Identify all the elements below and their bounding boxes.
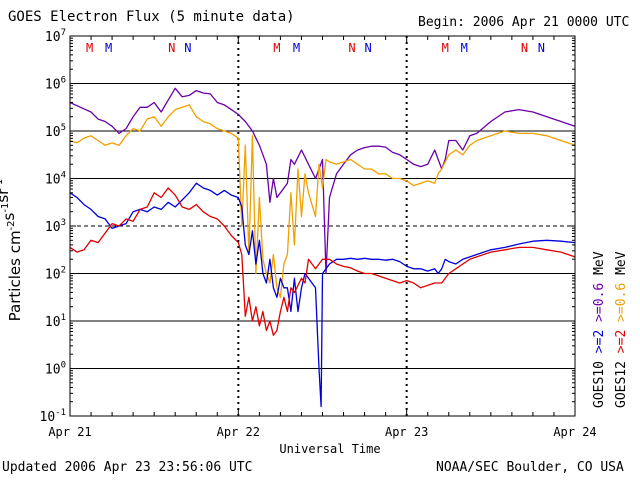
y-tick-label: 107 bbox=[45, 28, 66, 45]
y-tick-label: 102 bbox=[45, 266, 66, 283]
series-line bbox=[69, 87, 576, 275]
legend-column: GOES10 >=2 >=0.6 MeV bbox=[592, 251, 607, 408]
satellite-marker: N bbox=[521, 41, 528, 55]
satellite-marker: N bbox=[538, 41, 545, 55]
satellite-marker: M bbox=[105, 41, 112, 55]
legend-column: GOES12 >=2 >=0.6 MeV bbox=[614, 251, 629, 408]
satellite-marker: M bbox=[461, 41, 468, 55]
x-tick-label: Apr 21 bbox=[48, 425, 91, 439]
x-tick-label: Apr 23 bbox=[385, 425, 428, 439]
y-tick-label: 100 bbox=[45, 361, 66, 378]
grid-lines bbox=[70, 83, 575, 369]
legend: GOES10 >=2 >=0.6 MeV GOES12 >=2 >=0.6 MeV bbox=[592, 251, 629, 408]
chart-title: GOES Electron Flux (5 minute data) bbox=[8, 9, 295, 25]
satellite-marker: M bbox=[86, 41, 93, 55]
satellite-marker: N bbox=[348, 41, 355, 55]
x-tick-label: Apr 24 bbox=[553, 425, 596, 439]
satellite-marker: M bbox=[442, 41, 449, 55]
series-line bbox=[69, 104, 576, 298]
x-axis-label: Universal Time bbox=[279, 442, 380, 456]
y-tick-label: 10-1 bbox=[40, 408, 67, 425]
y-tick-label: 101 bbox=[45, 313, 66, 330]
series-line bbox=[69, 182, 576, 408]
y-tick-label: 104 bbox=[45, 171, 66, 188]
satellite-marker: M bbox=[273, 41, 280, 55]
satellite-marker: N bbox=[364, 41, 371, 55]
y-tick-label: 106 bbox=[45, 76, 66, 93]
y-axis-label: Particles cm-2s-1sr-1 bbox=[0, 179, 24, 322]
updated-time: Updated 2006 Apr 23 23:56:06 UTC bbox=[2, 460, 253, 475]
y-axis-ticks: 10-1 100 101 102 103 104 105 106 107 bbox=[40, 28, 575, 425]
x-axis-ticks: Apr 21 Apr 22 Apr 23 Apr 24 bbox=[48, 36, 597, 439]
data-series bbox=[69, 87, 576, 408]
satellite-marker: N bbox=[168, 41, 175, 55]
series-line bbox=[69, 187, 576, 336]
begin-time: Begin: 2006 Apr 21 0000 UTC bbox=[418, 15, 630, 30]
satellite-marker: M bbox=[293, 41, 300, 55]
y-tick-label: 103 bbox=[45, 218, 66, 235]
credit: NOAA/SEC Boulder, CO USA bbox=[436, 460, 624, 475]
x-tick-label: Apr 22 bbox=[217, 425, 260, 439]
satellite-marker: N bbox=[184, 41, 191, 55]
y-tick-label: 105 bbox=[45, 123, 66, 140]
